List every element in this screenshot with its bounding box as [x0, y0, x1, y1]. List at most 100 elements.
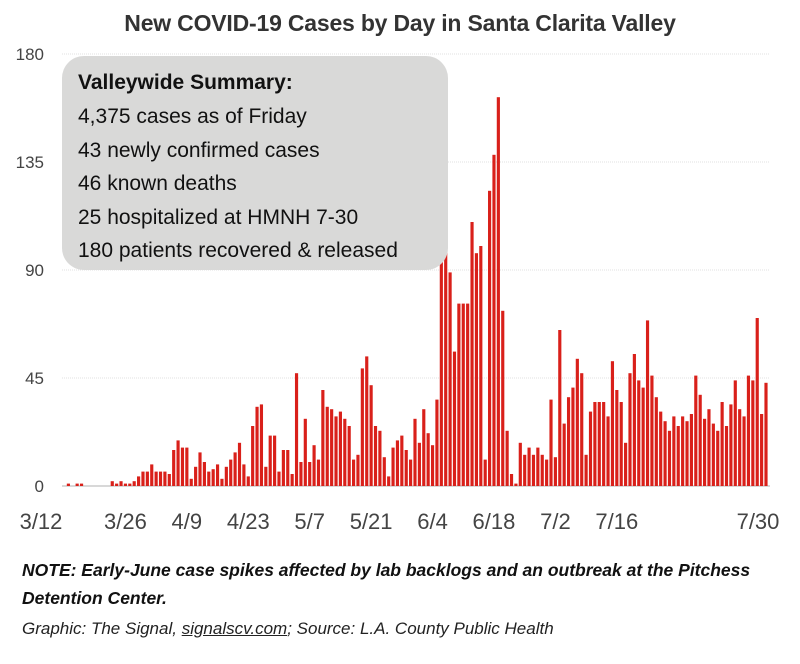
- bar: [286, 450, 290, 486]
- bar: [716, 430, 720, 486]
- credit-line: Graphic: The Signal, signalscv.com; Sour…: [22, 619, 554, 639]
- bar: [211, 469, 215, 486]
- bar: [150, 464, 154, 486]
- bar: [624, 442, 628, 486]
- bar: [189, 478, 193, 486]
- bar: [246, 476, 250, 486]
- bar: [659, 411, 663, 486]
- bar: [321, 390, 325, 486]
- bar: [549, 399, 553, 486]
- bar: [409, 459, 413, 486]
- bar: [637, 380, 641, 486]
- bar: [404, 450, 408, 486]
- bar: [667, 430, 672, 486]
- summary-line-cases: 4,375 cases as of Friday: [78, 105, 307, 128]
- bar: [593, 402, 597, 486]
- bar: [413, 418, 417, 486]
- bar: [224, 466, 228, 486]
- bar: [255, 406, 259, 486]
- bar: [703, 418, 707, 486]
- x-tick-label: 7/16: [595, 509, 638, 534]
- bar: [606, 416, 610, 486]
- bar: [145, 471, 149, 486]
- bar: [378, 430, 382, 486]
- bar: [422, 409, 426, 486]
- y-tick-label: 90: [25, 261, 44, 280]
- bar: [575, 358, 579, 486]
- bar: [281, 450, 285, 486]
- bar: [308, 462, 312, 486]
- bar: [426, 433, 430, 486]
- bar: [698, 394, 702, 486]
- x-tick-label: 3/12: [20, 509, 63, 534]
- bar: [466, 303, 470, 486]
- bar: [729, 404, 733, 486]
- bar: [650, 375, 654, 486]
- bar: [720, 402, 724, 486]
- bar: [290, 474, 294, 486]
- bar: [619, 402, 623, 486]
- y-tick-label: 135: [16, 153, 44, 172]
- bar: [457, 303, 461, 486]
- bar: [347, 426, 351, 486]
- bar: [470, 222, 474, 486]
- bar: [751, 380, 755, 486]
- bar: [66, 483, 70, 486]
- bar: [689, 414, 693, 486]
- credit-prefix: Graphic: The Signal,: [22, 619, 182, 638]
- bar: [580, 373, 584, 486]
- bar: [237, 442, 242, 486]
- bar: [137, 476, 141, 486]
- bar: [194, 466, 198, 486]
- bar: [746, 375, 751, 486]
- bar: [711, 423, 715, 486]
- bar: [158, 471, 163, 486]
- bar: [303, 418, 307, 486]
- bar: [387, 476, 391, 486]
- bar: [755, 318, 759, 486]
- bar: [707, 409, 711, 486]
- bar: [115, 483, 119, 486]
- bar: [391, 447, 395, 486]
- bar: [654, 397, 658, 486]
- bar: [681, 416, 685, 486]
- bar: [663, 421, 667, 486]
- x-tick-label: 7/2: [540, 509, 571, 534]
- bar: [198, 452, 202, 486]
- bar: [176, 440, 180, 486]
- signal-link[interactable]: signalscv.com: [181, 619, 288, 638]
- bar: [356, 454, 360, 486]
- bar: [373, 426, 378, 486]
- bar: [724, 426, 729, 486]
- y-tick-label: 0: [35, 477, 44, 496]
- credit-suffix: ; Source: L.A. County Public Health: [287, 619, 554, 638]
- bar: [492, 154, 496, 487]
- bar: [514, 483, 518, 486]
- bar: [628, 373, 632, 486]
- summary-heading: Valleywide Summary:: [78, 71, 293, 94]
- bar: [610, 361, 615, 486]
- bar: [233, 452, 237, 486]
- summary-line-new-cases: 43 newly confirmed cases: [78, 138, 320, 162]
- bar: [764, 382, 768, 486]
- bar: [154, 471, 158, 486]
- bar: [294, 373, 299, 486]
- x-tick-label: 6/4: [417, 509, 448, 534]
- bar: [562, 423, 566, 486]
- bar: [483, 459, 487, 486]
- bar: [215, 464, 220, 486]
- bar: [123, 483, 128, 486]
- bar: [536, 447, 540, 486]
- bars: [66, 97, 768, 487]
- bar: [316, 459, 321, 486]
- bar: [369, 385, 373, 486]
- bar: [488, 190, 492, 487]
- x-tick-label: 4/23: [227, 509, 270, 534]
- bar: [382, 457, 386, 486]
- bar: [571, 387, 575, 486]
- bar: [185, 447, 189, 486]
- bar: [242, 464, 246, 486]
- bar: [395, 440, 400, 486]
- bar: [251, 426, 255, 486]
